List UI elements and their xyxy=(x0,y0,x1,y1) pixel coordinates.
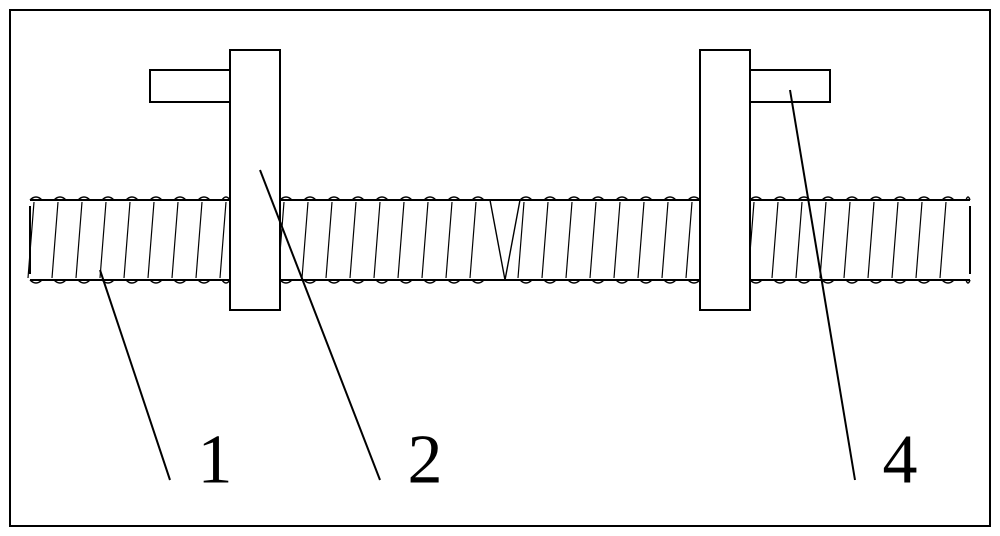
callout-1-leader xyxy=(100,270,170,480)
rod-break-mark xyxy=(490,200,520,280)
nut-handle-arm xyxy=(750,70,830,102)
thread-group xyxy=(28,197,970,283)
nut-left xyxy=(150,50,280,310)
callout-1-label: 1 xyxy=(198,422,233,499)
callout-2-label: 2 xyxy=(408,422,443,499)
nut-right xyxy=(700,50,830,310)
callout-4-label: 4 xyxy=(883,422,918,499)
callout-4-leader xyxy=(790,90,855,480)
nut-body xyxy=(230,50,280,310)
nut-body xyxy=(700,50,750,310)
callout-2-leader xyxy=(260,170,380,480)
nut-handle-arm xyxy=(150,70,230,102)
